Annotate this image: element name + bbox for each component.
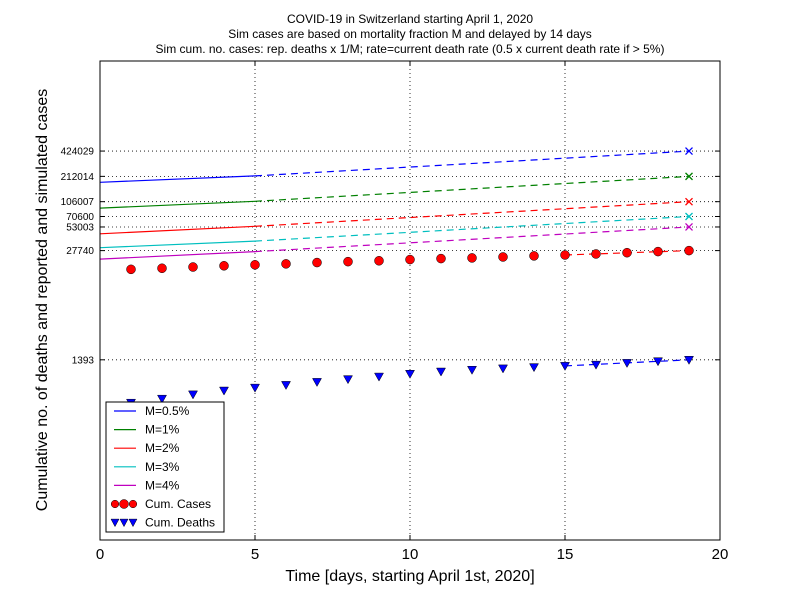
legend-label: Cum. Cases (145, 497, 211, 511)
x-axis-label: Time [days, starting April 1st, 2020] (285, 568, 534, 585)
deaths-point (467, 366, 477, 375)
grid (100, 61, 720, 540)
deaths-point (498, 364, 508, 374)
legend: M=0.5% M=1% M=2% M=3% M=4% Cum. Cases Cum. Dea… (105, 401, 225, 533)
deaths-point (405, 370, 415, 379)
series-line-solid (99, 240, 256, 249)
series-line-dashed (254, 175, 690, 202)
cases-point (188, 262, 198, 272)
deaths-point (219, 386, 229, 396)
deaths-point (591, 360, 601, 370)
x-tick-label: 5 (251, 546, 259, 563)
legend-triangle-swatch (110, 518, 120, 528)
cases-point (126, 264, 136, 275)
cases-point (250, 260, 260, 270)
cases-point (653, 246, 663, 257)
series-end-marker (685, 147, 693, 156)
legend-circle-swatch (119, 499, 129, 509)
legend-circle-swatch (128, 499, 138, 509)
series-line-solid (99, 175, 256, 183)
series-line-solid (99, 251, 256, 260)
deaths-point (157, 394, 167, 404)
cases-point (622, 247, 632, 258)
title-line-2: Sim cases are based on mortality fractio… (228, 27, 592, 41)
deaths-point (188, 390, 198, 400)
y-tick-label: 1393 (72, 355, 95, 366)
deaths-point (343, 375, 353, 385)
series-line-solid (99, 225, 256, 235)
series-line-dashed (254, 201, 690, 227)
cases-point (219, 261, 229, 271)
y-tick-label: 53003 (66, 222, 94, 233)
series-line-dashed (254, 226, 690, 253)
legend-label: M=1% (145, 423, 180, 437)
title-line-1: COVID-19 in Switzerland starting April 1… (287, 12, 533, 26)
deaths-point (374, 372, 384, 382)
y-axis-label: Cumulative no. of deaths and reported an… (34, 89, 51, 511)
x-tick-label: 15 (557, 546, 574, 563)
cases-point (157, 263, 167, 274)
legend-circle-swatch (110, 499, 120, 509)
y-tick-label: 424029 (61, 147, 95, 158)
deaths-point (281, 381, 291, 390)
legend-label: M=2% (145, 441, 180, 455)
series-end-marker (685, 172, 693, 181)
deaths-point (436, 367, 446, 377)
series-line-dashed (254, 215, 690, 242)
series-line-dashed (254, 150, 690, 177)
cases-point (343, 256, 353, 267)
title-line-3: Sim cum. no. cases: rep. deaths x 1/M; r… (156, 42, 665, 56)
deaths-point (529, 363, 539, 373)
legend-label: M=0.5% (145, 404, 190, 418)
cases-point (405, 254, 415, 265)
series-lines (99, 150, 690, 367)
cases-point (374, 256, 384, 266)
series-end-marker (685, 197, 693, 206)
series-end-marker (685, 223, 693, 231)
series-line-solid (99, 200, 256, 209)
deaths-point (560, 362, 570, 371)
legend-label: M=4% (145, 478, 180, 492)
cases-point (498, 252, 508, 262)
deaths-point (250, 383, 260, 393)
cases-point (436, 253, 446, 264)
y-tick-label: 70600 (66, 212, 94, 223)
deaths-point (653, 357, 663, 367)
cases-point (312, 257, 322, 268)
data-markers (126, 147, 694, 408)
legend-label: Cum. Deaths (145, 516, 215, 530)
x-tick-label: 10 (402, 546, 419, 563)
legend-triangle-swatch (119, 518, 129, 528)
cases-point (560, 250, 570, 260)
legend-triangle-swatch (128, 518, 138, 528)
y-tick-label: 106007 (61, 197, 95, 208)
cases-point (529, 251, 539, 261)
deaths-point (622, 359, 632, 368)
cases-point (467, 253, 477, 263)
x-tick-label: 0 (96, 546, 104, 563)
cases-point (684, 245, 694, 256)
deaths-point (312, 378, 322, 387)
y-tick-label: 27740 (66, 246, 94, 257)
cases-point (281, 259, 291, 269)
x-tick-label: 20 (712, 546, 729, 563)
legend-label: M=3% (145, 460, 180, 474)
deaths-point (684, 356, 694, 365)
y-tick-label: 212014 (61, 172, 95, 183)
chart-title: COVID-19 in Switzerland starting April 1… (156, 12, 665, 56)
cases-point (591, 249, 601, 259)
series-end-marker (685, 212, 693, 221)
